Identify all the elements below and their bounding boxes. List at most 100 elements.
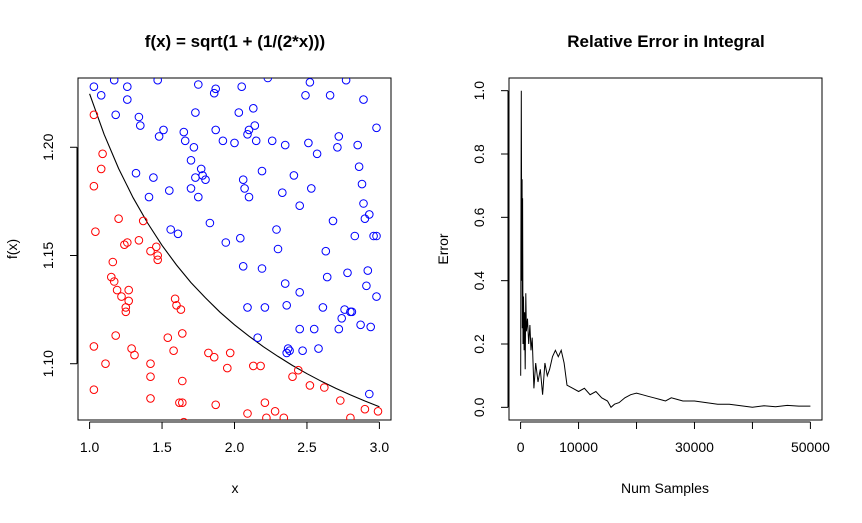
left-panel: f(x) = sqrt(1 + (1/(2*x))) 1.0 1.5 2.0 2.5 3… (4, 32, 392, 496)
point-below-curve (146, 246, 155, 256)
point-below-curve (176, 305, 186, 314)
point-above-curve (325, 91, 335, 100)
point-above-curve (191, 173, 200, 182)
y-tick-label: 0.8 (471, 144, 487, 164)
point-below-curve (123, 238, 132, 247)
left-title: f(x) = sqrt(1 + (1/(2*x))) (145, 32, 325, 51)
point-above-curve (186, 156, 196, 165)
point-above-curve (295, 201, 305, 210)
x-tick-label: 50000 (791, 439, 830, 455)
point-below-curve (320, 383, 329, 392)
y-tick-label: 1.20 (40, 133, 56, 160)
point-above-curve (237, 82, 246, 91)
point-below-curve (170, 294, 180, 304)
point-below-curve (153, 255, 162, 265)
point-below-curve (225, 348, 235, 358)
point-below-curve (153, 251, 162, 260)
point-above-curve (159, 125, 168, 135)
x-tick-label: 10000 (559, 439, 598, 455)
point-above-curve (165, 186, 174, 195)
point-above-curve (372, 292, 381, 301)
point-below-curve (130, 350, 139, 360)
point-above-curve (180, 136, 190, 146)
point-above-curve (201, 175, 210, 184)
point-above-curve (273, 244, 283, 254)
point-above-curve (359, 199, 368, 208)
point-above-curve (211, 125, 220, 135)
point-above-curve (131, 168, 141, 178)
point-above-curve (366, 322, 376, 332)
y-tick-label: 0.2 (471, 334, 487, 354)
point-above-curve (198, 171, 207, 180)
point-below-curve (109, 277, 119, 286)
point-below-curve (256, 361, 265, 371)
point-above-curve (365, 210, 374, 219)
point-above-curve (123, 95, 132, 104)
point-above-curve (322, 272, 332, 282)
x-tick-label: 30000 (675, 439, 714, 455)
point-above-curve (136, 121, 145, 130)
point-above-curve (309, 324, 319, 334)
point-above-curve (283, 344, 293, 353)
point-above-curve (221, 238, 231, 247)
point-below-curve (146, 372, 155, 382)
point-above-curve (341, 78, 351, 85)
point-below-curve (89, 181, 99, 191)
right-plot-frame (508, 77, 823, 421)
point-below-curve (175, 398, 184, 408)
point-above-curve (301, 91, 310, 100)
point-above-curve (289, 171, 299, 180)
point-above-curve (263, 78, 273, 83)
point-above-curve (298, 346, 307, 356)
point-above-curve (372, 231, 381, 241)
point-above-curve (173, 229, 183, 239)
point-below-curve (146, 359, 155, 369)
point-above-curve (244, 125, 254, 135)
point-above-curve (191, 108, 200, 117)
point-above-curve (295, 288, 305, 297)
point-above-curve (257, 166, 267, 176)
point-above-curve (312, 149, 322, 159)
point-above-curve (318, 303, 328, 312)
point-above-curve (123, 82, 132, 91)
point-above-curve (111, 110, 120, 120)
y-tick-label: 0.0 (471, 397, 487, 417)
point-above-curve (218, 136, 228, 146)
point-above-curve (240, 184, 249, 193)
point-above-curve (134, 112, 144, 122)
point-below-curve (98, 149, 107, 159)
point-below-curve (211, 400, 220, 410)
point-above-curve (257, 264, 267, 273)
point-above-curve (196, 164, 206, 174)
point-above-curve (153, 78, 162, 85)
point-below-curve (178, 398, 187, 408)
point-above-curve (305, 78, 315, 87)
left-xlabel: x (232, 480, 239, 496)
point-below-curve (270, 407, 280, 416)
point-above-curve (360, 214, 370, 223)
point-below-curve (89, 110, 99, 120)
point-below-curve (163, 333, 173, 343)
y-tick-label: 0.6 (471, 207, 487, 227)
point-above-curve (285, 346, 294, 356)
left-plot-frame (77, 77, 392, 421)
point-below-curve (178, 329, 187, 338)
point-above-curve (350, 231, 360, 241)
point-above-curve (243, 303, 252, 312)
point-below-curve (89, 342, 99, 351)
point-above-curve (186, 184, 196, 193)
point-above-curve (321, 246, 331, 256)
point-below-curve (204, 348, 213, 358)
point-above-curve (250, 121, 260, 130)
point-above-curve (362, 281, 371, 291)
point-above-curve (359, 95, 368, 104)
point-below-curve (152, 242, 161, 252)
point-above-curve (234, 108, 244, 117)
point-above-curve (209, 88, 219, 98)
point-below-curve (107, 272, 116, 282)
point-above-curve (282, 301, 292, 310)
point-above-curve (243, 130, 252, 139)
point-above-curve (354, 162, 364, 171)
point-above-curve (96, 91, 106, 100)
